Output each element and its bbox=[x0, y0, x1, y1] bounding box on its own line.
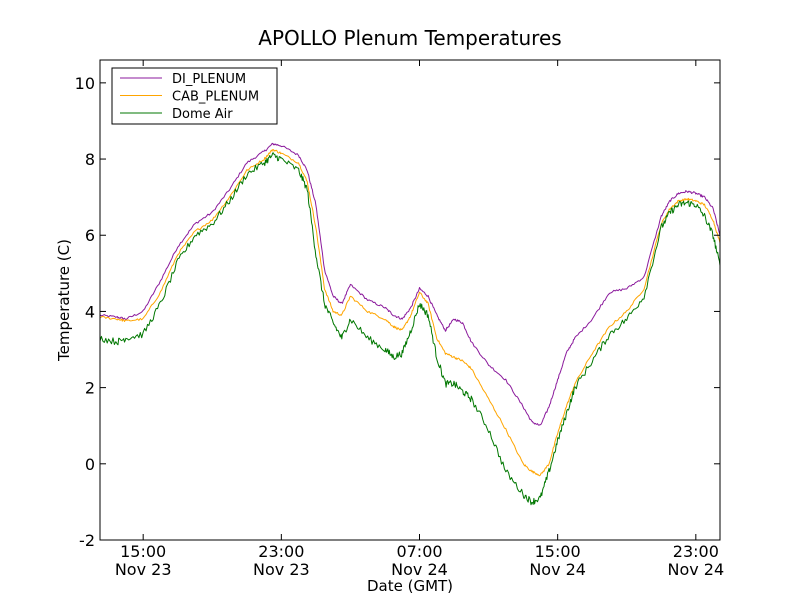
x-tick-date: Nov 24 bbox=[529, 560, 586, 579]
y-tick-label: 8 bbox=[85, 150, 95, 169]
y-tick-label: -2 bbox=[79, 531, 95, 550]
y-tick-label: 6 bbox=[85, 226, 95, 245]
x-axis-label: Date (GMT) bbox=[367, 577, 453, 595]
legend-label: Dome Air bbox=[172, 107, 233, 122]
legend-label: DI_PLENUM bbox=[172, 72, 246, 87]
series-line-dome-air bbox=[99, 152, 721, 506]
x-tick-date: Nov 24 bbox=[667, 560, 724, 579]
x-tick-time: 15:00 bbox=[120, 542, 166, 561]
legend-label: CAB_PLENUM bbox=[172, 90, 259, 105]
y-tick-label: 2 bbox=[85, 379, 95, 398]
series-line-di-plenum bbox=[99, 142, 721, 426]
legend: DI_PLENUM CAB_PLENUM Dome Air bbox=[111, 67, 278, 125]
x-tick-date: Nov 23 bbox=[115, 560, 172, 579]
series-line-cab-plenum bbox=[99, 149, 721, 477]
x-tick-time: 23:00 bbox=[258, 542, 304, 561]
y-tick-label: 10 bbox=[75, 74, 95, 93]
series-layer bbox=[99, 142, 721, 506]
y-tick-label: 0 bbox=[85, 455, 95, 474]
x-tick-date: Nov 23 bbox=[253, 560, 310, 579]
x-tick-date: Nov 24 bbox=[391, 560, 448, 579]
plot-frame bbox=[99, 59, 721, 541]
x-tick-time: 07:00 bbox=[396, 542, 442, 561]
x-tick-time: 23:00 bbox=[673, 542, 719, 561]
chart-title: APOLLO Plenum Temperatures bbox=[258, 26, 561, 50]
y-axis-label: Temperature (C) bbox=[55, 239, 73, 362]
x-tick-time: 15:00 bbox=[535, 542, 581, 561]
y-tick-label: 4 bbox=[85, 302, 95, 321]
